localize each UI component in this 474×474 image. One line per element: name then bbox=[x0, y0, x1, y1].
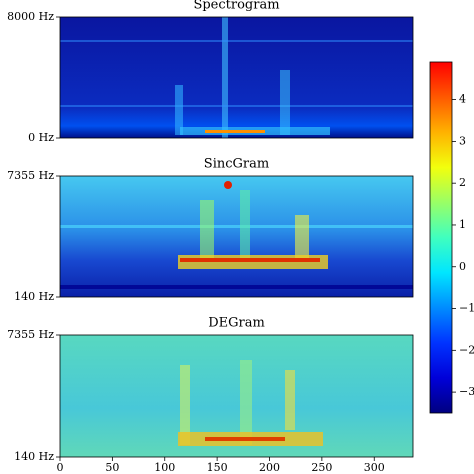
x-tick-label: 200 bbox=[259, 461, 280, 474]
colorbar-tick-label: −1 bbox=[459, 302, 474, 315]
y-tick-label: 7355 Hz bbox=[7, 169, 54, 182]
colorbar-tick-label: 0 bbox=[459, 260, 466, 273]
plot-frame bbox=[59, 16, 414, 139]
x-tick-label: 0 bbox=[57, 461, 64, 474]
colorbar-tick-label: 3 bbox=[459, 134, 466, 147]
panel-title: Spectrogram bbox=[193, 0, 279, 13]
y-tick-label: 140 Hz bbox=[14, 290, 54, 303]
plot-frame bbox=[59, 175, 414, 298]
panel-title: DEGram bbox=[208, 316, 265, 331]
colorbar-tick-label: 1 bbox=[459, 218, 466, 231]
colorbar-tick-label: 4 bbox=[459, 93, 466, 106]
x-tick-label: 100 bbox=[154, 461, 175, 474]
y-tick-label: 140 Hz bbox=[14, 450, 54, 463]
x-tick-label: 300 bbox=[364, 461, 385, 474]
x-tick-label: 50 bbox=[105, 461, 119, 474]
panel-title: SincGram bbox=[204, 157, 269, 172]
y-tick-label: 0 Hz bbox=[28, 131, 54, 144]
x-tick-label: 250 bbox=[311, 461, 332, 474]
colorbar-tick-label: 2 bbox=[459, 176, 466, 189]
colorbar bbox=[430, 62, 452, 413]
colorbar-tick-label: −3 bbox=[459, 385, 474, 398]
y-tick-label: 8000 Hz bbox=[7, 10, 54, 23]
colorbar-frame bbox=[429, 61, 453, 414]
panel-texture bbox=[60, 176, 413, 297]
x-tick-label: 150 bbox=[207, 461, 228, 474]
plot-frame bbox=[59, 334, 414, 458]
panel-texture bbox=[60, 181, 413, 457]
y-tick-label: 7355 Hz bbox=[7, 328, 54, 341]
colorbar-tick-label: −2 bbox=[459, 343, 474, 356]
